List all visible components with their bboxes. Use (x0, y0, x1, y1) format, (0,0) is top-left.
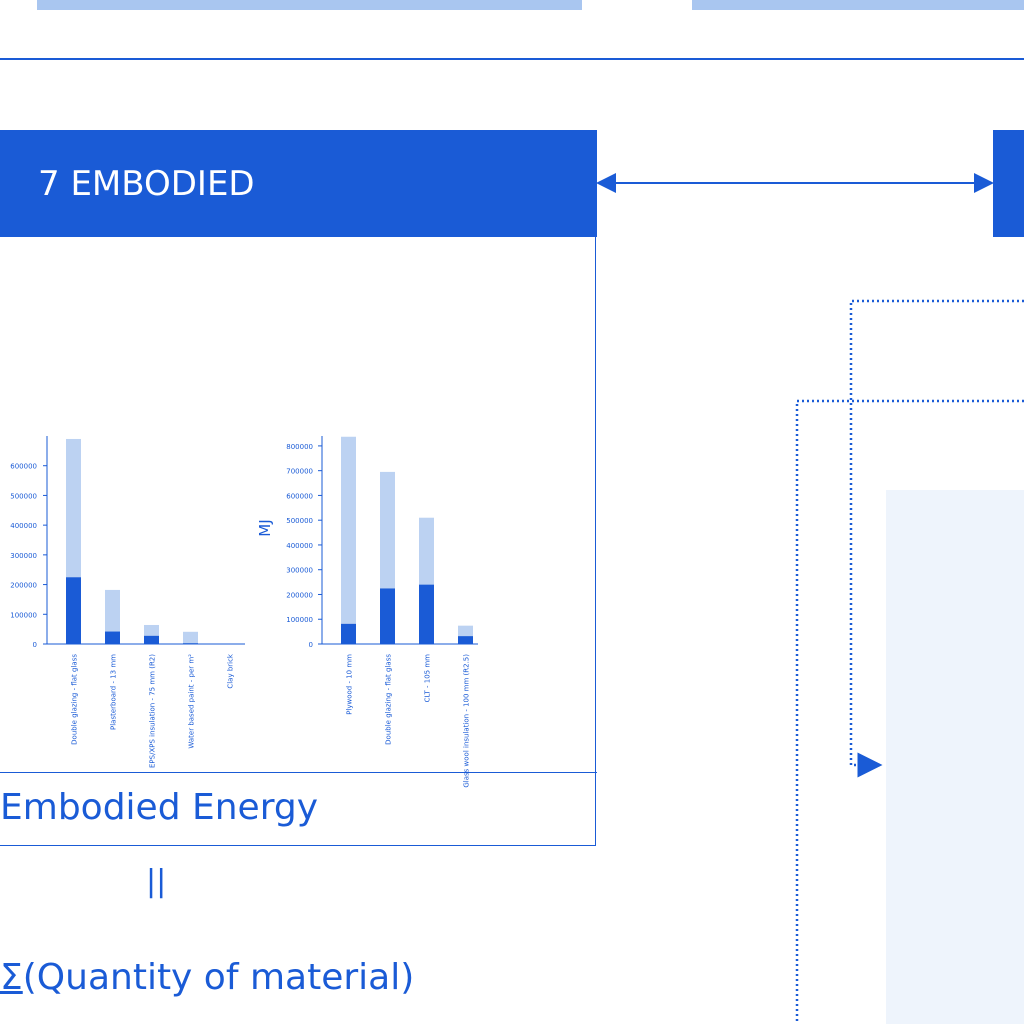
chart1-category-label: Double glazing - flat glass (71, 654, 79, 745)
formula-text: (Quantity of material) (22, 957, 415, 998)
section-title: 7 EMBODIED (38, 164, 255, 204)
chart1-bar-segment (144, 635, 159, 644)
chart1-ytick-label: 200000 (10, 582, 37, 590)
chart2-bar-segment (419, 584, 434, 644)
chart1-bar-segment (144, 624, 159, 636)
chart2-ytick-label: 500000 (286, 517, 313, 525)
chart2-ytick-label: 800000 (286, 443, 313, 451)
chart2-ytick-label: 300000 (286, 567, 313, 575)
chart2-category-label: Plywood - 10 mm (346, 654, 354, 715)
chart1-bar-segment (66, 438, 81, 578)
panel-divider (0, 772, 597, 773)
chart2-ytick-label: 200000 (286, 591, 313, 599)
chart2-ytick-label: 700000 (286, 468, 313, 476)
chart2-ytick-label: 400000 (286, 542, 313, 550)
sigma-symbol: Σ (0, 957, 23, 998)
chart2-ytick-label: 0 (309, 641, 313, 649)
chart2-bar-segment (458, 625, 473, 637)
chart2-bar-segment (380, 471, 395, 589)
chart1-category-label: Water based paint - per m² (188, 654, 196, 749)
chart1-ytick-label: 300000 (10, 552, 37, 560)
top-rule (0, 58, 1024, 60)
chart2-bar-segment (341, 623, 356, 644)
chart2-ylabel: MJ (256, 519, 274, 536)
formula: Σ(Quantity of material) (0, 957, 414, 998)
chart2-ytick-label: 100000 (286, 616, 313, 624)
chart1-bar-segment (105, 589, 120, 632)
chart2-category-label: Double glazing - flat glass (385, 654, 393, 745)
chart1-bar-segment (105, 631, 120, 644)
chart1-ytick-label: 100000 (10, 611, 37, 619)
section-header-right (993, 130, 1024, 237)
chart1-ytick-label: 0 (33, 641, 37, 649)
chart1-bar-segment (183, 631, 198, 644)
equals-sign: || (146, 864, 167, 899)
chart1-category-label: EPS/XPS insulation - 75 mm (R2) (149, 654, 157, 768)
chart1-ytick-label: 500000 (10, 492, 37, 500)
chart2-bar-segment (419, 517, 434, 585)
chart2-ytick-label: 600000 (286, 492, 313, 500)
section-header (0, 130, 597, 237)
dotted-connector-inner (795, 399, 1024, 1024)
chart1-category-label: Plasterboard - 13 mm (110, 654, 118, 730)
chart2-category-label: Glass wool insulation - 100 mm (R2.5) (463, 654, 471, 788)
chart1-category-label: Clay brick (227, 653, 235, 689)
chart2-bar-segment (380, 588, 395, 644)
embodied-charts: 0 100000 200000 300000 400000 500000 600000 Dou… (10, 436, 478, 788)
embodied-panel (0, 236, 596, 846)
chart2-bar-segment (458, 636, 473, 644)
chart1-ytick-label: 600000 (10, 463, 37, 471)
top-bar-left (37, 0, 582, 10)
dotted-connector-outer (849, 299, 1024, 778)
chart1-ytick-label: 400000 (10, 522, 37, 530)
chart2-category-label: CLT - 105 mm (424, 654, 432, 702)
caption-embodied-energy: Embodied Energy (0, 787, 319, 828)
chart1-bar-segment (183, 643, 198, 644)
chart2-bar-segment (341, 436, 356, 624)
right-content-panel (886, 490, 1024, 1024)
top-bar-right (692, 0, 1024, 10)
chart1-bar-segment (66, 577, 81, 644)
